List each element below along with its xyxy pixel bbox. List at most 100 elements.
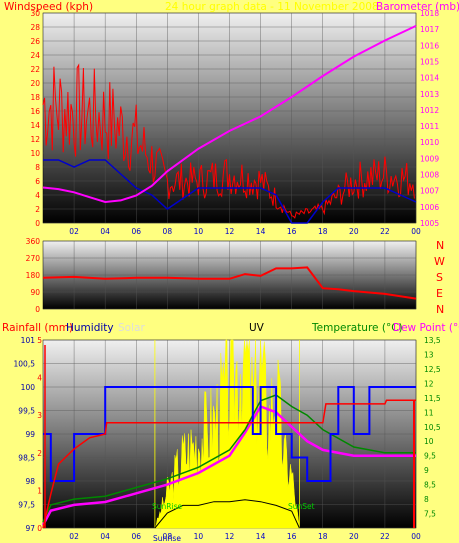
dewpoint-axis-title: Dew Point (°C)	[393, 322, 459, 334]
rain-tick-label: 0	[37, 524, 42, 533]
rain-tick-label: 2	[37, 449, 42, 458]
direction-label-w: W	[434, 255, 445, 268]
windspeed-tick-label: 16	[30, 107, 40, 116]
direction-tick-label: 90	[30, 288, 40, 297]
direction-tick-label: 360	[26, 237, 41, 246]
windspeed-tick-label: 22	[30, 65, 40, 74]
rain-tick-label: 5	[37, 336, 42, 345]
windspeed-tick-label: 14	[30, 121, 40, 130]
time-tick-label: 02	[69, 532, 79, 541]
humidity-tick-label: 97	[25, 524, 35, 533]
chart-subtitle: 24 hour graph data - 11 November 2008	[165, 1, 379, 13]
time-tick-label: 04	[100, 532, 110, 541]
temperature-tick-label: 13,5	[424, 336, 441, 345]
humidity-tick-label: 99	[25, 430, 35, 439]
windspeed-tick-label: 10	[30, 149, 40, 158]
tick-layer: 0246810121416182022242628301005100610071…	[14, 9, 441, 541]
windspeed-tick-label: 24	[30, 51, 40, 60]
wind-direction-line	[42, 266, 417, 300]
windspeed-tick-label: 6	[35, 177, 40, 186]
windspeed-tick-label: 20	[30, 79, 40, 88]
humidity-tick-label: 100,5	[14, 360, 36, 369]
time-tick-label: 14	[256, 532, 266, 541]
humidity-axis-title: Humidity	[66, 322, 114, 334]
direction-tick-label: 0	[35, 305, 40, 314]
temperature-tick-label: 11	[424, 408, 434, 417]
temperature-tick-label: 11,5	[424, 394, 441, 403]
time-tick-label: 02	[69, 227, 79, 236]
barometer-tick-label: 1007	[420, 187, 439, 196]
humidity-line	[43, 386, 416, 482]
barometer-tick-label: 1018	[420, 9, 439, 18]
direction-labels: N W S E N	[434, 239, 445, 316]
barometer-tick-label: 1014	[420, 74, 439, 83]
windspeed-axis-title: Windspeed (kph)	[4, 1, 93, 13]
solar-axis-title: Solar	[118, 322, 145, 334]
time-tick-label: 20	[349, 532, 359, 541]
barometer-tick-label: 1005	[420, 219, 439, 228]
time-tick-label: 22	[380, 227, 390, 236]
windspeed-tick-label: 18	[30, 93, 40, 102]
rainfall-axis-title: Rainfall (mm)	[2, 322, 73, 334]
humidity-tick-label: 99,5	[18, 407, 35, 416]
time-tick-label: 08	[163, 227, 173, 236]
windspeed-tick-label: 26	[30, 37, 40, 46]
sunrise-label: SunRise	[152, 502, 182, 511]
barometer-axis-title: Barometer (mb)	[376, 1, 459, 13]
temperature-tick-label: 13	[424, 350, 434, 359]
time-tick-label: 12	[225, 227, 235, 236]
time-tick-label: 20	[349, 227, 359, 236]
barometer-tick-label: 1012	[420, 106, 439, 115]
temperature-tick-label: 9	[424, 466, 429, 475]
barometer-tick-label: 1015	[420, 57, 439, 66]
time-tick-label: 08	[163, 532, 173, 541]
windspeed-tick-label: 30	[30, 9, 40, 18]
humidity-tick-label: 98	[25, 477, 35, 486]
barometer-line	[42, 24, 417, 204]
time-tick-label: 16	[287, 227, 297, 236]
windspeed-line	[42, 63, 415, 219]
solar-line	[154, 499, 300, 529]
barometer-tick-label: 1017	[420, 25, 439, 34]
windspeed-tick-label: 12	[30, 135, 40, 144]
time-tick-label: 06	[131, 227, 141, 236]
barometer-tick-label: 1016	[420, 41, 439, 50]
time-tick-label: 12	[225, 532, 235, 541]
time-tick-label: 18	[318, 532, 328, 541]
barometer-tick-label: 1006	[420, 203, 439, 212]
direction-label-n-top: N	[436, 239, 444, 252]
windspeed-tick-label: 2	[35, 205, 40, 214]
temperature-tick-label: 7,5	[424, 510, 436, 519]
barometer-tick-label: 1013	[420, 90, 439, 99]
sunset-label: SunSet	[288, 502, 315, 511]
barometer-tick-label: 1011	[420, 122, 439, 131]
humidity-tick-label: 98,5	[18, 454, 35, 463]
sunrise-axis-label: Sunrise	[153, 534, 181, 543]
time-tick-label: 14	[256, 227, 266, 236]
direction-tick-label: 270	[26, 254, 41, 263]
temperature-tick-label: 12	[424, 379, 434, 388]
time-tick-label: 10	[194, 227, 204, 236]
series-layer	[41, 24, 417, 529]
time-tick-label: 00	[411, 227, 421, 236]
time-tick-label: 06	[131, 532, 141, 541]
rainfall-line	[42, 399, 416, 529]
direction-label-n-bottom: N	[436, 303, 444, 316]
time-tick-label: 10	[194, 532, 204, 541]
rain-tick-label: 1	[37, 486, 42, 495]
time-tick-label: 04	[100, 227, 110, 236]
uv-axis-title: UV	[249, 322, 265, 334]
time-tick-label: 22	[380, 532, 390, 541]
direction-label-s: S	[436, 271, 443, 284]
temperature-axis-title: Temperature (°C)	[311, 322, 403, 334]
time-tick-label: 16	[287, 532, 297, 541]
rain-tick-label: 3	[37, 411, 42, 420]
direction-tick-label: 180	[26, 271, 41, 280]
windspeed-tick-label: 8	[35, 163, 40, 172]
humidity-tick-label: 97,5	[18, 501, 35, 510]
temperature-tick-label: 8	[424, 495, 429, 504]
temperature-tick-label: 10	[424, 437, 434, 446]
windspeed-tick-label: 4	[35, 191, 40, 200]
temperature-tick-label: 10,5	[424, 423, 441, 432]
